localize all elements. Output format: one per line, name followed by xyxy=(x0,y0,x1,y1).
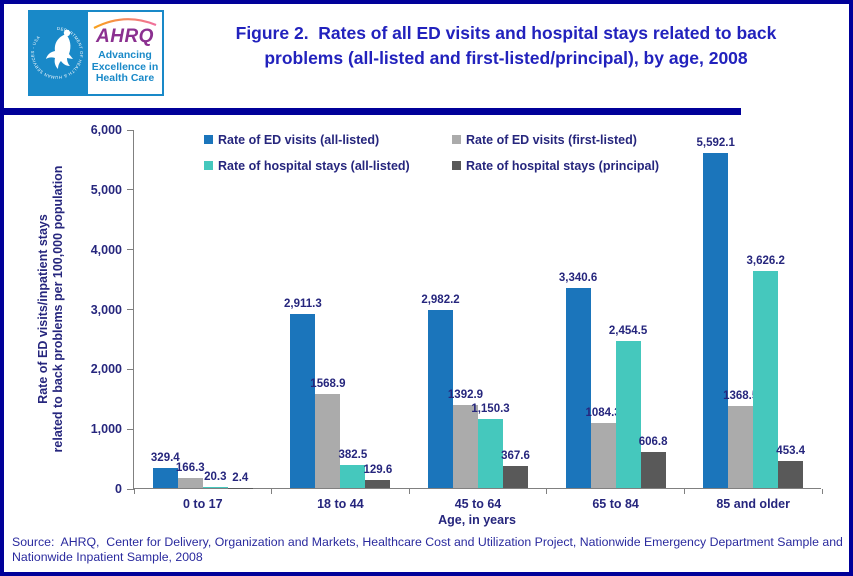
y-tick-label: 6,000 xyxy=(90,123,122,137)
bar-value-label: 453.4 xyxy=(776,444,806,457)
bar xyxy=(503,466,528,488)
bar-value-label: 1368.5 xyxy=(723,390,759,403)
y-axis-tick xyxy=(127,488,134,490)
bar-value-label: 20.3 xyxy=(204,470,227,483)
bar-value-label: 166.3 xyxy=(175,462,205,475)
bar-value-label: 329.4 xyxy=(150,452,180,465)
figure-title-line1: Figure 2. Rates of all ED visits and hos… xyxy=(235,23,777,43)
bar-value-label: 1392.9 xyxy=(447,388,484,401)
bar xyxy=(365,480,391,488)
y-axis-tick xyxy=(127,249,134,251)
legend-label: Rate of ED visits (all-listed) xyxy=(218,132,380,147)
y-axis-tick xyxy=(127,309,134,310)
category-label: 18 to 44 xyxy=(317,497,364,511)
bar-value-label: 129.6 xyxy=(363,464,393,477)
y-tick-label: 2,000 xyxy=(90,362,122,377)
hhs-seal: DEPARTMENT OF HEALTH & HUMAN SERVICES - … xyxy=(28,10,86,96)
figure-title: Figure 2. Rates of all ED visits and hos… xyxy=(170,21,842,71)
bar xyxy=(703,153,729,488)
category-label: 65 to 84 xyxy=(592,497,639,511)
x-axis-tick xyxy=(408,489,410,494)
bar xyxy=(340,465,366,488)
category-label: 85 and older xyxy=(716,497,790,511)
bar-value-label: 2,454.5 xyxy=(608,325,648,338)
x-axis-tick xyxy=(271,489,273,494)
ahrq-acronym: AHRQ xyxy=(96,26,154,47)
bar xyxy=(315,394,341,488)
bar xyxy=(453,404,478,488)
figure-title-line2: problems (all-listed and first-listed/pr… xyxy=(264,48,748,68)
legend-swatch xyxy=(452,161,461,170)
y-axis-tick xyxy=(127,189,134,191)
y-axis-title: Rate of ED visits/inpatient stays relate… xyxy=(36,165,65,453)
ahrq-tagline: Advancing Excellence in Health Care xyxy=(91,49,159,84)
y-tick-label: 1,000 xyxy=(90,422,122,437)
y-tick-label: 3,000 xyxy=(90,302,122,317)
y-tick-label: 5,000 xyxy=(90,182,122,197)
bar-value-label: 382.5 xyxy=(338,449,368,462)
legend-label: Rate of hospital stays (principal) xyxy=(466,158,660,173)
bar-value-label: 1,150.3 xyxy=(471,403,510,416)
bar-value-label: 606.8 xyxy=(638,435,668,448)
source-note: Source: AHRQ, Center for Delivery, Organ… xyxy=(12,535,843,564)
y-axis-tick xyxy=(127,428,134,430)
bar-value-label: 1084.3 xyxy=(585,407,621,420)
x-axis-title: Age, in years xyxy=(438,513,516,527)
bar xyxy=(565,288,591,488)
category-label: 45 to 64 xyxy=(454,497,502,511)
bar xyxy=(478,419,503,488)
bar xyxy=(753,271,779,488)
y-tick-label: 0 xyxy=(115,482,122,496)
header-divider xyxy=(4,108,741,115)
legend-swatch xyxy=(204,161,213,170)
category-label: 0 to 17 xyxy=(182,497,223,511)
legend-item: Rate of ED visits (all-listed) xyxy=(204,131,452,148)
bar-value-label: 3,340.6 xyxy=(558,272,598,285)
legend-swatch xyxy=(204,135,213,144)
y-axis-tick xyxy=(127,368,134,370)
x-axis-tick xyxy=(821,489,823,494)
legend-item: Rate of ED visits (first-listed) xyxy=(452,131,659,148)
bar-value-label: 2,911.3 xyxy=(284,297,322,310)
swoosh-icon xyxy=(93,18,157,29)
bar-value-label: 367.6 xyxy=(501,450,530,463)
bar xyxy=(290,313,316,488)
bar xyxy=(152,468,178,488)
bar xyxy=(202,486,228,488)
bar xyxy=(728,406,754,488)
bar xyxy=(615,341,641,488)
y-tick-label: 4,000 xyxy=(90,242,122,257)
legend-item: Rate of hospital stays (all-listed) xyxy=(204,157,452,174)
legend-label: Rate of hospital stays (all-listed) xyxy=(218,158,410,173)
ahrq-logo: DEPARTMENT OF HEALTH & HUMAN SERVICES - … xyxy=(28,10,164,96)
bar xyxy=(778,460,804,488)
plot-area: Rate of ED visits (all-listed) Rate of ED… xyxy=(91,123,823,511)
bar xyxy=(428,309,453,488)
bar xyxy=(590,423,616,488)
x-axis-tick xyxy=(683,489,685,494)
bar-value-label: 2,982.2 xyxy=(421,293,460,306)
legend-swatch xyxy=(452,135,461,144)
bar xyxy=(640,451,666,488)
bar-value-label: 1568.9 xyxy=(310,378,346,391)
hhs-eagle-icon: DEPARTMENT OF HEALTH & HUMAN SERVICES - … xyxy=(30,26,84,80)
legend: Rate of ED visits (all-listed) Rate of ED… xyxy=(204,131,659,174)
y-axis-tick xyxy=(127,129,134,131)
x-axis-tick xyxy=(546,489,548,494)
bar xyxy=(177,478,203,488)
x-axis-tick xyxy=(133,489,135,494)
bar-value-label: 3,626.2 xyxy=(746,255,785,268)
legend-label: Rate of ED visits (first-listed) xyxy=(466,132,637,147)
bar-value-label: 2.4 xyxy=(232,471,249,484)
bar-value-label: 5,592.1 xyxy=(696,137,735,150)
legend-item: Rate of hospital stays (principal) xyxy=(452,157,659,174)
ahrq-wordmark-box: AHRQ Advancing Excellence in Health Care xyxy=(86,10,164,96)
